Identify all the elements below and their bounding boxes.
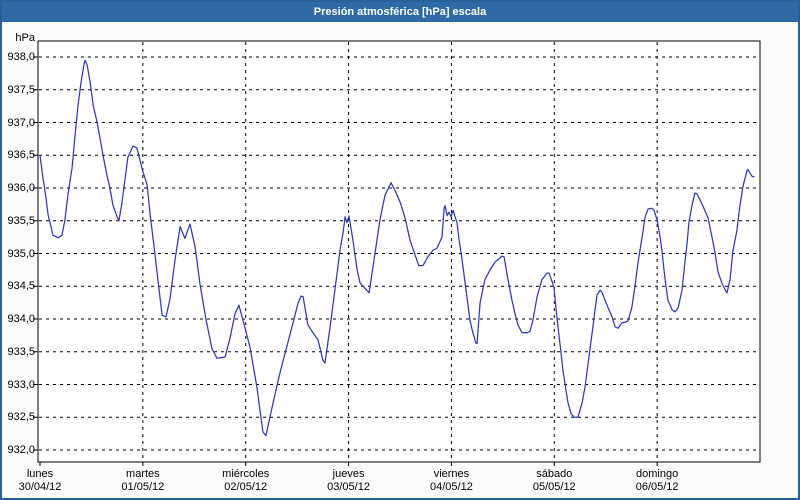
x-day-label: jueves 03/05/12: [304, 468, 394, 494]
y-axis-unit-label: hPa: [15, 32, 35, 44]
date-value: 05/05/12: [532, 481, 576, 493]
weekday-name: viernes: [433, 468, 470, 480]
weekday-name: sábado: [536, 468, 573, 480]
y-tick-label: 936,5: [7, 149, 35, 162]
weekday-name: miércoles: [222, 468, 270, 480]
window-title: Presión atmosférica [hPa] escala: [313, 6, 487, 18]
y-tick-label: 933,5: [7, 345, 35, 358]
y-tick-label: 933,0: [7, 378, 35, 391]
x-day-label: domingo 06/05/12: [612, 468, 702, 494]
x-day-label: sábado 05/05/12: [509, 468, 599, 494]
weekday-name: domingo: [636, 468, 679, 480]
y-tick-label: 935,5: [7, 214, 35, 227]
x-day-label: viernes 04/05/12: [406, 468, 496, 494]
x-day-label: lunes 30/04/12: [2, 468, 85, 494]
pressure-series-line: [39, 59, 755, 437]
y-tick-label: 934,5: [7, 280, 35, 293]
date-value: 30/04/12: [18, 481, 62, 493]
date-value: 02/05/12: [224, 481, 268, 493]
date-value: 04/05/12: [430, 481, 473, 493]
pressure-line-chart: [33, 40, 761, 466]
window-titlebar: Presión atmosférica [hPa] escala: [2, 2, 798, 22]
weekday-name: jueves: [332, 468, 365, 480]
plot-area: [37, 40, 761, 463]
weekday-name: martes: [126, 468, 160, 480]
y-tick-label: 934,0: [7, 313, 35, 325]
y-tick-label: 937,0: [7, 116, 35, 129]
x-day-label: miércoles 02/05/12: [201, 468, 291, 494]
y-tick-label: 936,0: [7, 182, 35, 194]
y-tick-label: 932,5: [7, 411, 35, 424]
y-tick-label: 938,0: [7, 51, 35, 63]
x-day-label: martes 01/05/12: [98, 468, 188, 494]
date-value: 03/05/12: [327, 481, 370, 493]
date-value: 01/05/12: [121, 481, 165, 493]
y-tick-label: 935,0: [7, 247, 35, 260]
y-tick-label: 937,5: [7, 83, 35, 96]
date-value: 06/05/12: [635, 481, 679, 493]
y-tick-label: 932,0: [7, 444, 35, 456]
weekday-name: lunes: [26, 468, 54, 480]
chart-content-area: hPa 938,0 937,5 937,0 936,5 936,0 935,5 935,0 9…: [2, 22, 798, 498]
